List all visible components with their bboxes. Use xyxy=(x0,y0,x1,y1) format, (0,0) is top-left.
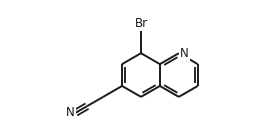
Text: N: N xyxy=(180,47,189,60)
Text: N: N xyxy=(66,106,75,119)
Text: Br: Br xyxy=(134,17,148,30)
